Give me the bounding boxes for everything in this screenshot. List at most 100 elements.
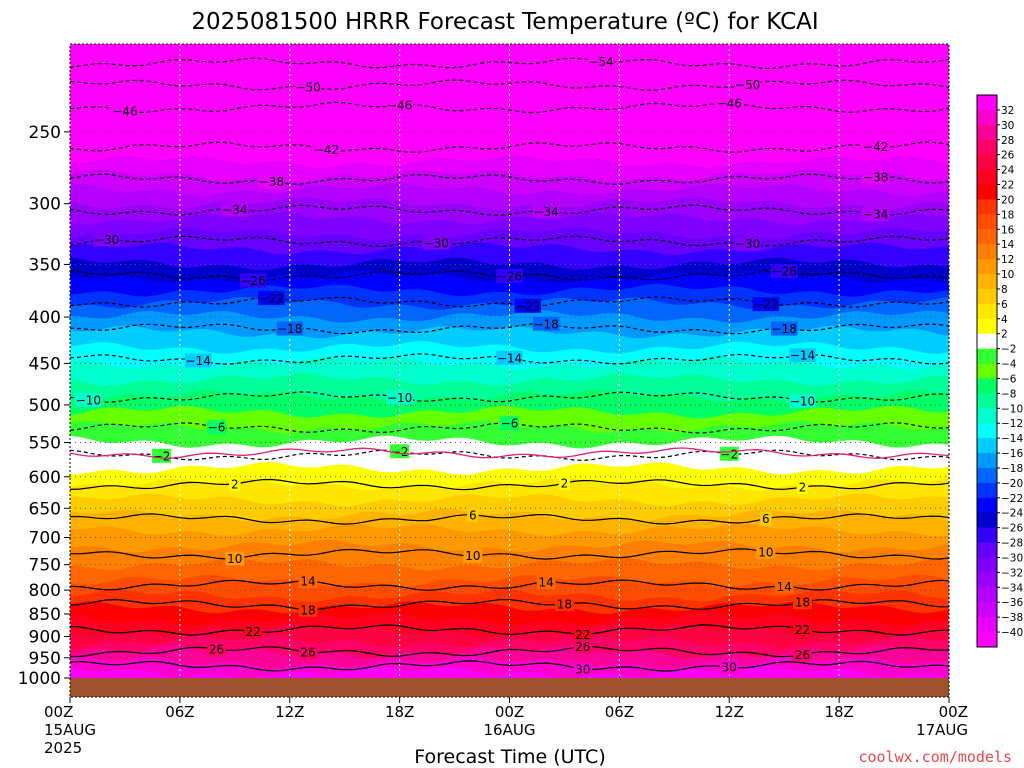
contour-line [70, 57, 949, 70]
contour-label: −2 [391, 445, 409, 459]
y-tick-label: 600 [29, 468, 61, 488]
colorbar-label: 6 [1001, 299, 1008, 311]
x-tick-year: 2025 [44, 739, 82, 757]
contour-label-bg [207, 420, 226, 435]
plot-frame [69, 43, 950, 698]
contour-label-bg [276, 321, 303, 336]
contour-label-bg [111, 103, 139, 118]
contour-label: 10 [465, 549, 480, 563]
contour-label-bg [862, 207, 889, 222]
contour-label-bg [500, 416, 519, 431]
colorbar-label: −24 [1001, 508, 1023, 520]
y-tick-label: 900 [29, 627, 61, 647]
contour-label-bg [796, 480, 809, 495]
colorbar-label: −8 [1001, 388, 1016, 400]
colorbar-label: −34 [1001, 582, 1023, 594]
contour-label-bg [573, 639, 593, 654]
colorbar-swatch [977, 109, 997, 126]
colorbar-swatch [977, 378, 997, 394]
y-tick-label: 400 [29, 308, 61, 328]
colorbar-swatch [977, 542, 997, 558]
y-tick-label: 800 [29, 581, 61, 601]
contour-label: 26 [575, 640, 590, 654]
y-tick-label: 700 [29, 528, 61, 548]
colorbar-label: 16 [1001, 224, 1015, 236]
contour-label-bg [532, 316, 560, 331]
colorbar-swatch [977, 154, 997, 171]
isotherm-contours: −54 −50 −50 −46 −46 −46 −42 −42 −38 −38 −34 −34 −34 −… [70, 54, 949, 676]
colorbar-swatch [977, 139, 997, 156]
colorbar-swatch [977, 438, 997, 454]
colorbar-swatch [977, 497, 997, 514]
contour-label: 26 [209, 643, 224, 657]
colorbar-label: −14 [1001, 433, 1023, 445]
freezing-level-line [70, 447, 949, 459]
contour-line [70, 579, 949, 591]
contour-label: 30 [575, 662, 590, 676]
contour-label-bg [463, 548, 483, 563]
colorbar-label: 20 [1001, 194, 1014, 206]
colorbar-label: 14 [1001, 239, 1015, 251]
colorbar-swatch [977, 527, 997, 544]
colorbar-swatch [977, 512, 997, 529]
colorbar-swatch [977, 363, 997, 379]
y-tick-label: 300 [29, 195, 61, 215]
colorbar-label: −12 [1001, 418, 1023, 430]
colorbar-swatch [977, 467, 997, 484]
contour-label-bg [558, 476, 571, 491]
contour-label-bg [532, 204, 560, 219]
x-axis-label: Forecast Time (UTC) [414, 746, 605, 768]
colorbar-swatch [977, 482, 997, 499]
contour-label-bg [719, 446, 739, 461]
contour-label: 2 [799, 481, 807, 495]
colorbar-swatch [977, 303, 997, 320]
colorbar-frame [976, 94, 998, 648]
contour-label-bg [390, 444, 410, 459]
contour-label-bg [719, 660, 739, 675]
colorbar-label: −38 [1001, 612, 1023, 624]
colorbar-swatch [977, 169, 997, 186]
contour-line [70, 101, 949, 114]
colorbar-swatch [977, 408, 997, 424]
colorbar-label: −6 [1001, 373, 1017, 385]
contour-label-bg [423, 235, 450, 250]
chart-title: 2025081500 HRRR Forecast Temperature (ºC… [191, 9, 818, 35]
x-tick-label: 00Z [939, 703, 968, 721]
contour-label-bg [554, 596, 574, 611]
colorbar-swatch [977, 288, 997, 305]
colorbar-swatch [977, 229, 997, 245]
colorbar-label: 8 [1001, 284, 1008, 296]
contour-label-bg [793, 595, 812, 610]
contour-label-bg [258, 174, 285, 189]
colorbar-label: 24 [1001, 165, 1015, 177]
colorbar-label: −28 [1001, 538, 1023, 550]
contour-line [70, 296, 949, 308]
colorbar-swatch [977, 199, 997, 215]
contour-label: 14 [538, 576, 553, 590]
colorbar-swatch [977, 587, 997, 603]
contour-label-bg [793, 647, 812, 662]
contour-label-bg [243, 624, 263, 639]
contour-label-bg [496, 350, 523, 365]
contour-line [70, 79, 949, 91]
y-tick-label: 1000 [18, 669, 61, 689]
contour-label: −18 [533, 317, 558, 331]
contour-label: −30 [94, 233, 119, 247]
contour-label-bg [467, 507, 479, 522]
contour-label-bg [225, 551, 245, 566]
contour-label-bg [587, 54, 615, 69]
contour-label-bg [789, 393, 816, 408]
contour-label: 6 [469, 508, 477, 522]
colorbar-label: −26 [1001, 523, 1023, 535]
colorbar-label: 26 [1001, 150, 1015, 162]
y-tick-label: 950 [29, 649, 61, 669]
colorbar-label: 32 [1001, 105, 1014, 117]
contour-label: 30 [722, 661, 737, 675]
colorbar-label: 12 [1001, 254, 1014, 266]
contour-label: −46 [717, 96, 742, 110]
contour-label: 26 [300, 646, 315, 660]
contour-label: −42 [863, 140, 888, 154]
colorbar-legend: 32 30 28 26 24 22 20 18 16 14 12 10 8 6 4 2 −2 −4 −6 −8 −10 −… [976, 94, 1023, 648]
colorbar-label: 4 [1001, 314, 1008, 326]
